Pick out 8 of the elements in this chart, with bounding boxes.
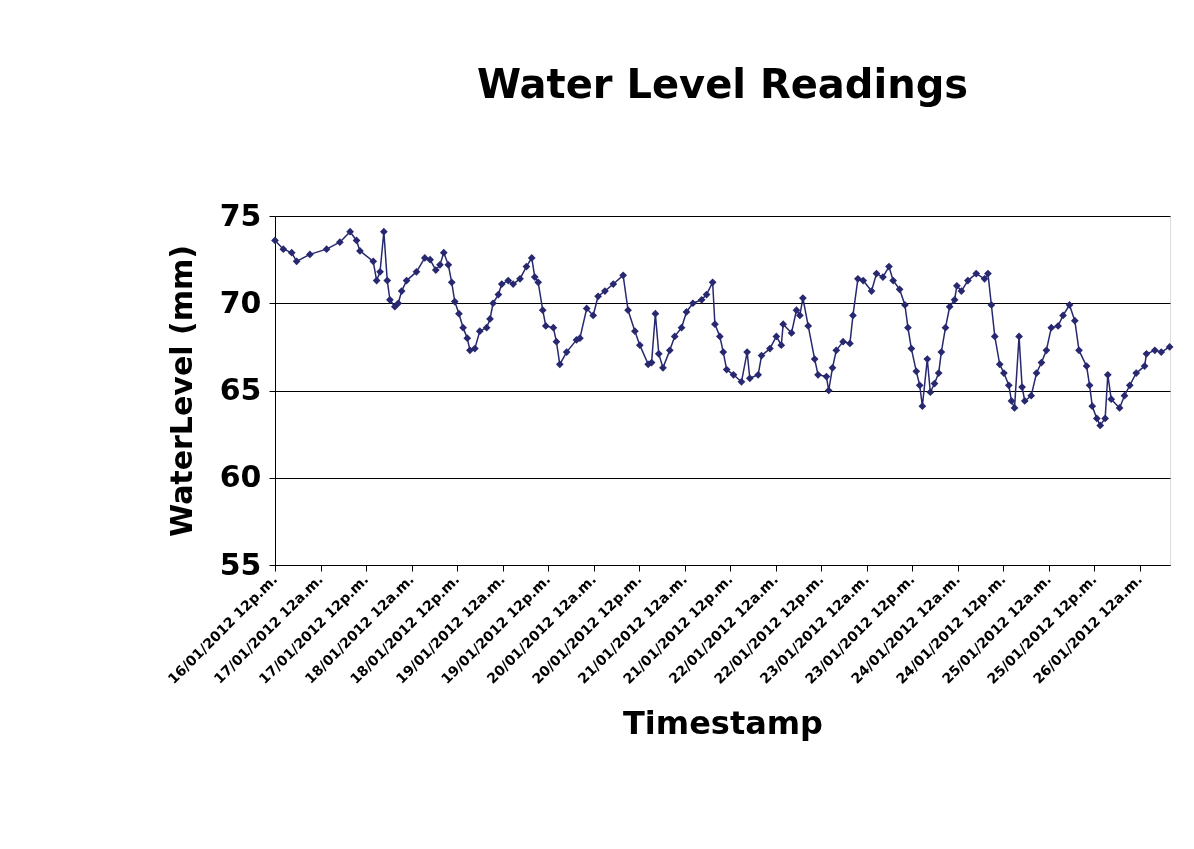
x-axis-title: Timestamp [622, 703, 824, 742]
y-tick-label: 75 [219, 197, 262, 233]
y-axis-title: WaterLevel (mm) [163, 245, 199, 537]
y-tick-label: 65 [219, 372, 262, 407]
y-tick-label: 55 [219, 546, 262, 582]
y-tick-label: 70 [219, 284, 262, 320]
chart-title: Water Level Readings [476, 61, 969, 107]
y-tick-label: 60 [219, 459, 262, 495]
